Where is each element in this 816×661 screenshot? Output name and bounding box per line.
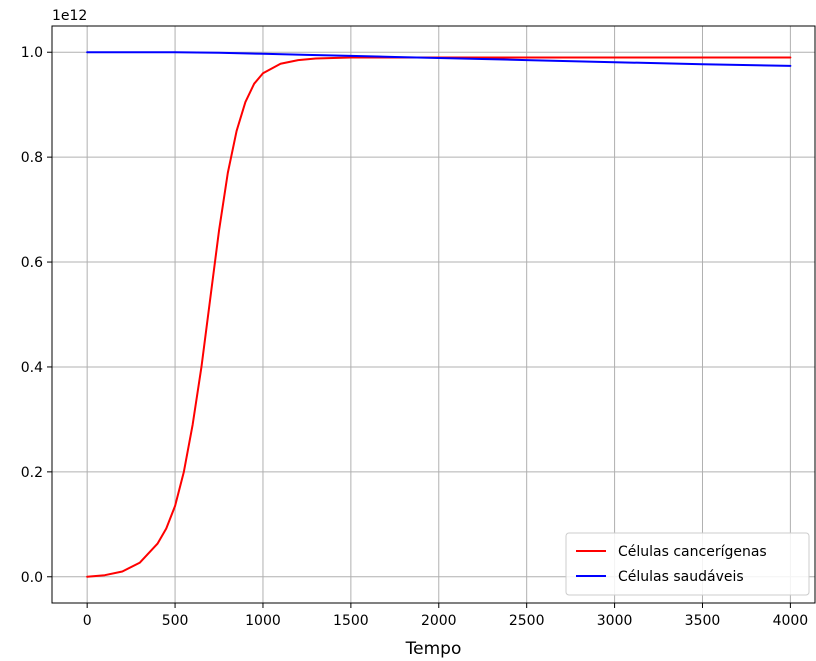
y-tick-label: 0.8 — [21, 150, 43, 166]
x-tick-label: 1000 — [245, 613, 281, 629]
grid-lines — [52, 26, 815, 603]
x-tick-label: 3000 — [597, 613, 633, 629]
x-tick-label: 500 — [162, 613, 189, 629]
y-axis-ticks: 0.0 0.2 0.4 0.6 0.8 1.0 — [21, 45, 52, 586]
y-offset-text: 1e12 — [52, 8, 87, 24]
legend-box — [565, 532, 810, 596]
x-tick-label: 2000 — [421, 613, 457, 629]
x-tick-label: 0 — [83, 613, 92, 629]
legend: Células cancerígenas Células saudáveis — [565, 532, 810, 596]
series-line-2 — [86, 51, 792, 67]
plot-frame — [51, 25, 816, 604]
x-axis-label: Tempo — [405, 639, 462, 659]
x-axis-ticks: 0 500 1000 1500 2000 2500 3000 3500 4000 — [83, 603, 809, 629]
x-tick-label: 1500 — [333, 613, 369, 629]
x-tick-label: 3500 — [685, 613, 721, 629]
legend-label: Células saudáveis — [618, 569, 744, 585]
legend-label: Células cancerígenas — [618, 544, 767, 560]
y-tick-label: 0.2 — [21, 465, 43, 481]
series-lines — [86, 51, 792, 578]
y-tick-label: 0.6 — [21, 255, 43, 271]
x-tick-label: 2500 — [509, 613, 545, 629]
y-tick-label: 1.0 — [21, 45, 43, 61]
y-tick-label: 0.0 — [21, 570, 43, 586]
x-tick-label: 4000 — [773, 613, 809, 629]
y-tick-label: 0.4 — [21, 360, 43, 376]
